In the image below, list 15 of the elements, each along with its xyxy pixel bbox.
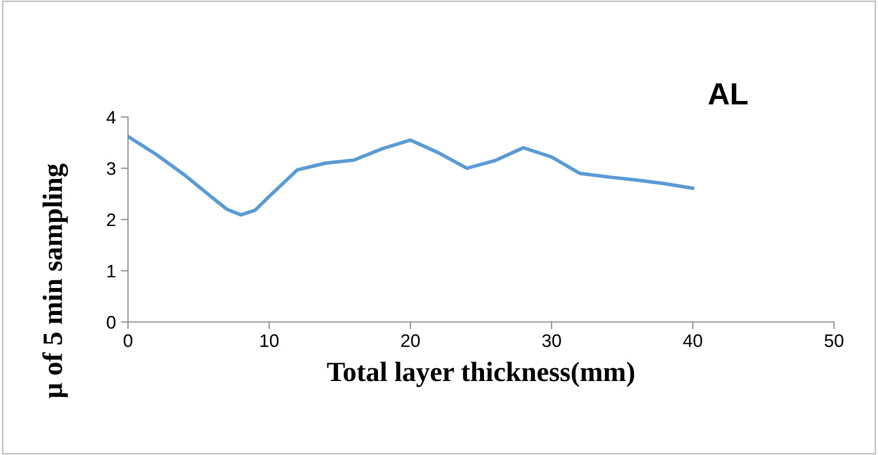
- x-tick-label: 20: [401, 334, 420, 348]
- line-series: [128, 134, 695, 217]
- y-tick-label: 2: [107, 213, 116, 226]
- x-axis-title: Total layer thickness(mm): [327, 362, 634, 388]
- x-tick-label: 40: [683, 334, 702, 348]
- y-tick-label: 3: [106, 162, 116, 175]
- y-axis-title: µ of 5 min sampling: [42, 164, 68, 398]
- chart-title: AL: [708, 83, 748, 104]
- x-tick-label: 50: [824, 334, 844, 348]
- y-tick-label: 0: [106, 316, 116, 329]
- x-tick-label: 10: [260, 334, 279, 348]
- y-tick-label: 1: [108, 264, 116, 278]
- x-tick-label: 0: [124, 334, 132, 348]
- y-tick-label: 4: [106, 111, 116, 124]
- x-tick-label: 30: [542, 334, 561, 348]
